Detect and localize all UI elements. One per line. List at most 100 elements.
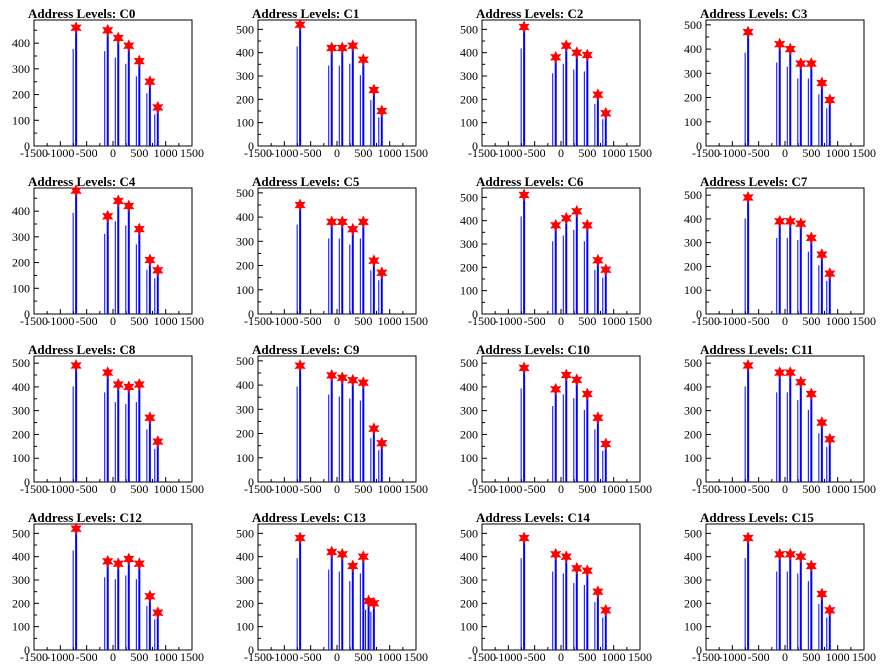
star-marker	[549, 50, 562, 64]
y-tick-label: 500	[12, 356, 30, 370]
star-marker	[816, 76, 828, 90]
y-tick-label: 0	[472, 475, 478, 489]
star-marker	[795, 375, 807, 389]
star-marker	[294, 18, 306, 32]
star-marker	[101, 365, 114, 380]
y-tick-label: 100	[12, 281, 30, 295]
star-marker	[518, 361, 530, 375]
star-marker	[795, 56, 807, 71]
y-tick-label: 400	[12, 380, 30, 394]
chart-panel: Address Levels: C12 -1500 -1000 -500 0 500 100…	[0, 504, 224, 672]
x-tick-label: 500	[130, 482, 148, 496]
x-tick-label: -1000	[718, 314, 746, 328]
y-tick-label: 500	[236, 526, 254, 540]
y-tick-label: 100	[12, 113, 30, 127]
star-marker	[70, 522, 82, 536]
chart-svg: Address Levels: C9-1500-1000 -500 0 500 1000…	[236, 342, 428, 496]
x-tick-label: 0	[782, 482, 788, 496]
star-marker	[742, 190, 754, 205]
star-marker	[368, 83, 380, 97]
y-tick-label: 100	[460, 116, 478, 130]
chart-title: Address Levels: C9	[252, 342, 360, 357]
x-tick-label: 1500	[628, 146, 652, 160]
star-marker	[773, 37, 786, 51]
x-tick-label: 1500	[180, 146, 204, 160]
star-marker	[70, 183, 82, 198]
x-tick-label: 0	[110, 314, 116, 328]
star-marker	[805, 559, 818, 573]
x-tick-label: 0	[782, 650, 788, 664]
x-tick-label: -500	[76, 482, 98, 496]
x-tick-label: -500	[524, 650, 546, 664]
y-tick-label: 100	[12, 620, 30, 634]
y-tick-label: 500	[684, 526, 702, 540]
chart-svg: Address Levels: C14 -1500-1000 -500 0 500 100…	[460, 510, 652, 664]
y-tick-label: 400	[460, 550, 478, 564]
y-tick-label: 0	[24, 139, 30, 153]
y-tick-label: 100	[460, 451, 478, 465]
star-marker	[581, 48, 594, 62]
x-tick-label: -500	[300, 650, 322, 664]
y-tick-label: 0	[472, 643, 478, 657]
chart-panel: Address Levels: C5 -1500 -1000 -500 0 500 1000…	[224, 168, 448, 336]
x-tick-label: -500	[300, 314, 322, 328]
x-tick-label: 1500	[404, 146, 428, 160]
plot-frame	[481, 355, 641, 483]
x-tick-label: -1000	[494, 482, 522, 496]
star-marker	[560, 550, 573, 564]
y-tick-label: 500	[460, 356, 478, 370]
chart-title: Address Levels: C10	[476, 342, 590, 357]
star-marker	[592, 88, 604, 102]
star-marker	[112, 557, 125, 571]
y-tick-label: 0	[472, 307, 478, 321]
chart-panel: Address Levels: C7 -1500 -1000 -500 0 500 1000…	[672, 168, 896, 336]
star-marker	[742, 358, 754, 373]
plot-frame	[257, 523, 417, 651]
y-tick-label: 500	[236, 186, 254, 200]
chart-panel: Address Levels: C6 -1500 -1000 -500 0 500 1000…	[448, 168, 672, 336]
plot-frame	[481, 19, 641, 147]
star-marker	[784, 42, 797, 56]
x-tick-label: -1000	[46, 482, 74, 496]
star-marker	[336, 547, 349, 561]
star-marker	[805, 231, 818, 245]
y-tick-label: 500	[684, 18, 702, 32]
x-tick-label: 1500	[628, 650, 652, 664]
plot-frame	[33, 355, 193, 483]
star-marker	[571, 46, 583, 60]
chart-title: Address Levels: C8	[28, 342, 136, 357]
x-tick-label: 1500	[628, 314, 652, 328]
y-tick-label: 200	[460, 427, 478, 441]
star-marker	[805, 387, 818, 401]
y-tick-label: 400	[684, 550, 702, 564]
chart-panel: Address Levels: C13 -1500 -1000 -500 0 500 100…	[224, 504, 448, 672]
star-marker	[101, 554, 114, 568]
y-tick-label: 0	[696, 139, 702, 153]
x-tick-label: 500	[354, 314, 372, 328]
x-tick-label: -500	[748, 146, 770, 160]
chart-title: Address Levels: C12	[28, 510, 142, 525]
star-marker	[325, 215, 338, 229]
star-marker	[70, 358, 82, 373]
x-tick-label: 0	[558, 146, 564, 160]
x-tick-label: -1000	[270, 146, 298, 160]
plot-frame	[257, 19, 417, 147]
star-marker	[357, 550, 370, 564]
y-tick-label: 300	[12, 230, 30, 244]
star-marker	[549, 218, 562, 232]
x-tick-label: 500	[802, 650, 820, 664]
plot-frame	[705, 19, 865, 147]
plot-frame	[33, 187, 193, 315]
chart-svg: Address Levels: C12 -1500-1000 -500 0 500 100…	[12, 510, 204, 664]
x-tick-label: 0	[110, 146, 116, 160]
star-marker	[571, 373, 583, 387]
star-marker	[816, 415, 828, 430]
star-marker	[581, 564, 594, 578]
y-tick-label: 400	[460, 46, 478, 60]
x-tick-label: -500	[524, 314, 546, 328]
x-tick-label: -1000	[718, 650, 746, 664]
x-tick-label: 0	[558, 314, 564, 328]
chart-title: Address Levels: C0	[28, 6, 135, 21]
x-tick-label: -500	[76, 146, 98, 160]
